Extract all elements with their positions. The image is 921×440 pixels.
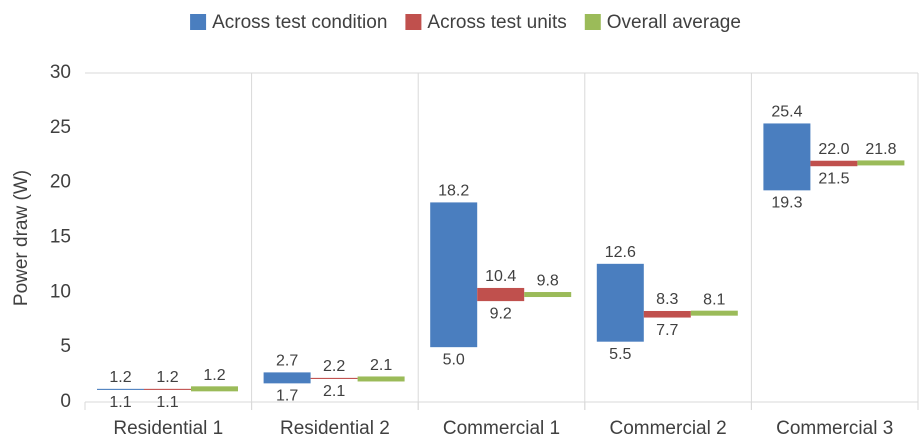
data-label: 7.7 — [656, 322, 678, 339]
x-tick-label: Commercial 1 — [443, 418, 560, 439]
average-bar — [191, 386, 238, 392]
x-tick-label: Residential 2 — [280, 418, 390, 439]
data-label: 2.2 — [323, 358, 345, 375]
data-label: 2.1 — [370, 357, 392, 374]
x-tick-label: Commercial 3 — [776, 418, 893, 439]
y-axis-title: Power draw (W) — [11, 170, 32, 306]
data-label: 10.4 — [485, 268, 516, 285]
data-label: 8.3 — [656, 291, 678, 308]
data-label: 1.1 — [109, 394, 131, 411]
y-tick-label: 20 — [50, 172, 71, 193]
average-bar — [357, 376, 405, 382]
range-bar — [810, 160, 858, 167]
legend-swatch — [190, 14, 207, 30]
legend-swatch — [584, 14, 601, 30]
data-label: 2.7 — [276, 353, 298, 370]
data-label: 18.2 — [438, 183, 469, 200]
data-label: 19.3 — [771, 195, 802, 212]
legend-label: Overall average — [607, 12, 741, 33]
legend-label: Across test units — [427, 12, 566, 33]
data-label: 5.5 — [609, 346, 631, 363]
range-bar — [263, 372, 311, 384]
data-label: 1.2 — [156, 369, 178, 386]
range-bar — [763, 123, 811, 191]
data-label: 1.7 — [276, 388, 298, 405]
y-tick-label: 5 — [60, 336, 71, 357]
range-bar — [310, 377, 358, 379]
range-bar — [643, 310, 691, 318]
data-label: 5.0 — [443, 351, 465, 368]
average-bar — [857, 160, 905, 166]
range-bar — [97, 388, 144, 390]
data-label: 21.8 — [865, 141, 896, 158]
legend-swatch — [405, 14, 422, 30]
x-tick-label: Commercial 2 — [609, 418, 726, 439]
range-bar — [477, 287, 525, 302]
y-tick-label: 0 — [60, 391, 71, 412]
data-label: 12.6 — [605, 244, 636, 261]
data-label: 2.1 — [323, 383, 345, 400]
y-tick-label: 30 — [50, 62, 71, 83]
y-tick-label: 25 — [50, 117, 71, 138]
data-label: 1.2 — [203, 367, 225, 384]
data-label: 22.0 — [818, 141, 849, 158]
data-label: 25.4 — [771, 104, 802, 121]
range-bar — [430, 202, 478, 348]
range-bar — [596, 263, 644, 342]
average-bar — [690, 310, 738, 316]
range-bar — [144, 388, 191, 390]
data-label: 9.2 — [490, 305, 512, 322]
data-label: 1.2 — [109, 369, 131, 386]
y-tick-label: 15 — [50, 227, 71, 248]
average-bar — [524, 292, 572, 298]
legend-label: Across test condition — [212, 12, 387, 33]
data-label: 21.5 — [818, 170, 849, 187]
data-label: 8.1 — [703, 291, 725, 308]
data-label: 1.1 — [156, 394, 178, 411]
data-label: 9.8 — [537, 273, 559, 290]
y-tick-label: 10 — [50, 281, 71, 302]
x-tick-label: Residential 1 — [113, 418, 223, 439]
